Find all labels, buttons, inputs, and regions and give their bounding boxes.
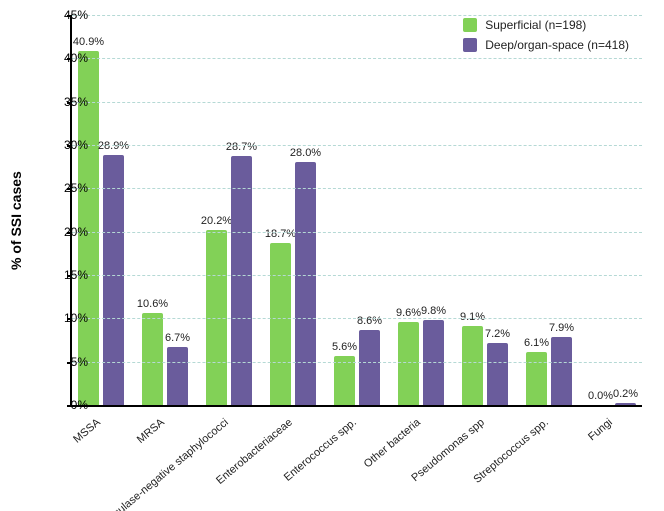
bar xyxy=(615,403,636,405)
bar-value-label: 7.9% xyxy=(549,322,574,334)
x-category-label: Coagulase-negative staphylococci xyxy=(95,416,231,511)
bar-value-label: 10.6% xyxy=(137,298,168,310)
bar xyxy=(551,337,572,405)
bar-value-label: 0.2% xyxy=(613,388,638,400)
legend-item: Superficial (n=198) xyxy=(463,18,629,32)
bar xyxy=(334,356,355,405)
legend-item: Deep/organ-space (n=418) xyxy=(463,38,629,52)
bar xyxy=(231,156,252,405)
bar-value-label: 5.6% xyxy=(332,341,357,353)
legend-label: Deep/organ-space (n=418) xyxy=(485,38,629,52)
gridline xyxy=(72,15,642,16)
gridline xyxy=(72,275,642,276)
x-category-label: Other bacteria xyxy=(362,416,423,470)
bar-value-label: 0.0% xyxy=(588,390,613,402)
y-tick-label: 35% xyxy=(64,95,88,109)
bar-value-label: 6.7% xyxy=(165,332,190,344)
legend-label: Superficial (n=198) xyxy=(485,18,586,32)
gridline xyxy=(72,318,642,319)
y-tick-label: 30% xyxy=(64,138,88,152)
bar xyxy=(167,347,188,405)
bar-value-label: 6.1% xyxy=(524,337,549,349)
gridline xyxy=(72,188,642,189)
y-tick-label: 45% xyxy=(64,8,88,22)
x-category-label: MRSA xyxy=(135,416,167,446)
x-category-label: Fungi xyxy=(586,416,615,443)
gridline xyxy=(72,145,642,146)
legend: Superficial (n=198) Deep/organ-space (n=4… xyxy=(463,18,629,58)
bar xyxy=(462,326,483,405)
y-tick-label: 25% xyxy=(64,181,88,195)
bar-value-label: 28.7% xyxy=(226,141,257,153)
bar-value-label: 20.2% xyxy=(201,215,232,227)
bar xyxy=(103,155,124,405)
bar xyxy=(142,313,163,405)
bar-value-label: 9.6% xyxy=(396,307,421,319)
gridline xyxy=(72,58,642,59)
legend-swatch xyxy=(463,18,477,32)
bars-layer: 40.9%28.9%10.6%6.7%20.2%28.7%18.7%28.0%5… xyxy=(72,15,642,405)
y-tick-label: 5% xyxy=(71,355,88,369)
bar-value-label: 18.7% xyxy=(265,228,296,240)
bar-value-label: 9.1% xyxy=(460,311,485,323)
y-tick-label: 20% xyxy=(64,225,88,239)
bar xyxy=(526,352,547,405)
gridline xyxy=(72,232,642,233)
y-tick-label: 0% xyxy=(71,398,88,412)
ssi-pathogen-chart: % of SSI cases 40.9%28.9%10.6%6.7%20.2%2… xyxy=(0,0,664,511)
bar xyxy=(487,343,508,405)
bar-value-label: 9.8% xyxy=(421,305,446,317)
gridline xyxy=(72,102,642,103)
bar-value-label: 8.6% xyxy=(357,315,382,327)
y-tick-label: 40% xyxy=(64,51,88,65)
legend-swatch xyxy=(463,38,477,52)
bar xyxy=(270,243,291,405)
bar xyxy=(398,322,419,405)
gridline xyxy=(72,362,642,363)
bar-value-label: 7.2% xyxy=(485,328,510,340)
plot-area: 40.9%28.9%10.6%6.7%20.2%28.7%18.7%28.0%5… xyxy=(70,15,642,407)
y-tick-label: 15% xyxy=(64,268,88,282)
bar-value-label: 28.0% xyxy=(290,147,321,159)
y-tick-label: 10% xyxy=(64,311,88,325)
bar xyxy=(359,330,380,405)
bar-value-label: 40.9% xyxy=(73,36,104,48)
bar xyxy=(295,162,316,405)
y-axis-title: % of SSI cases xyxy=(8,171,24,270)
x-category-label: MSSA xyxy=(71,416,103,445)
